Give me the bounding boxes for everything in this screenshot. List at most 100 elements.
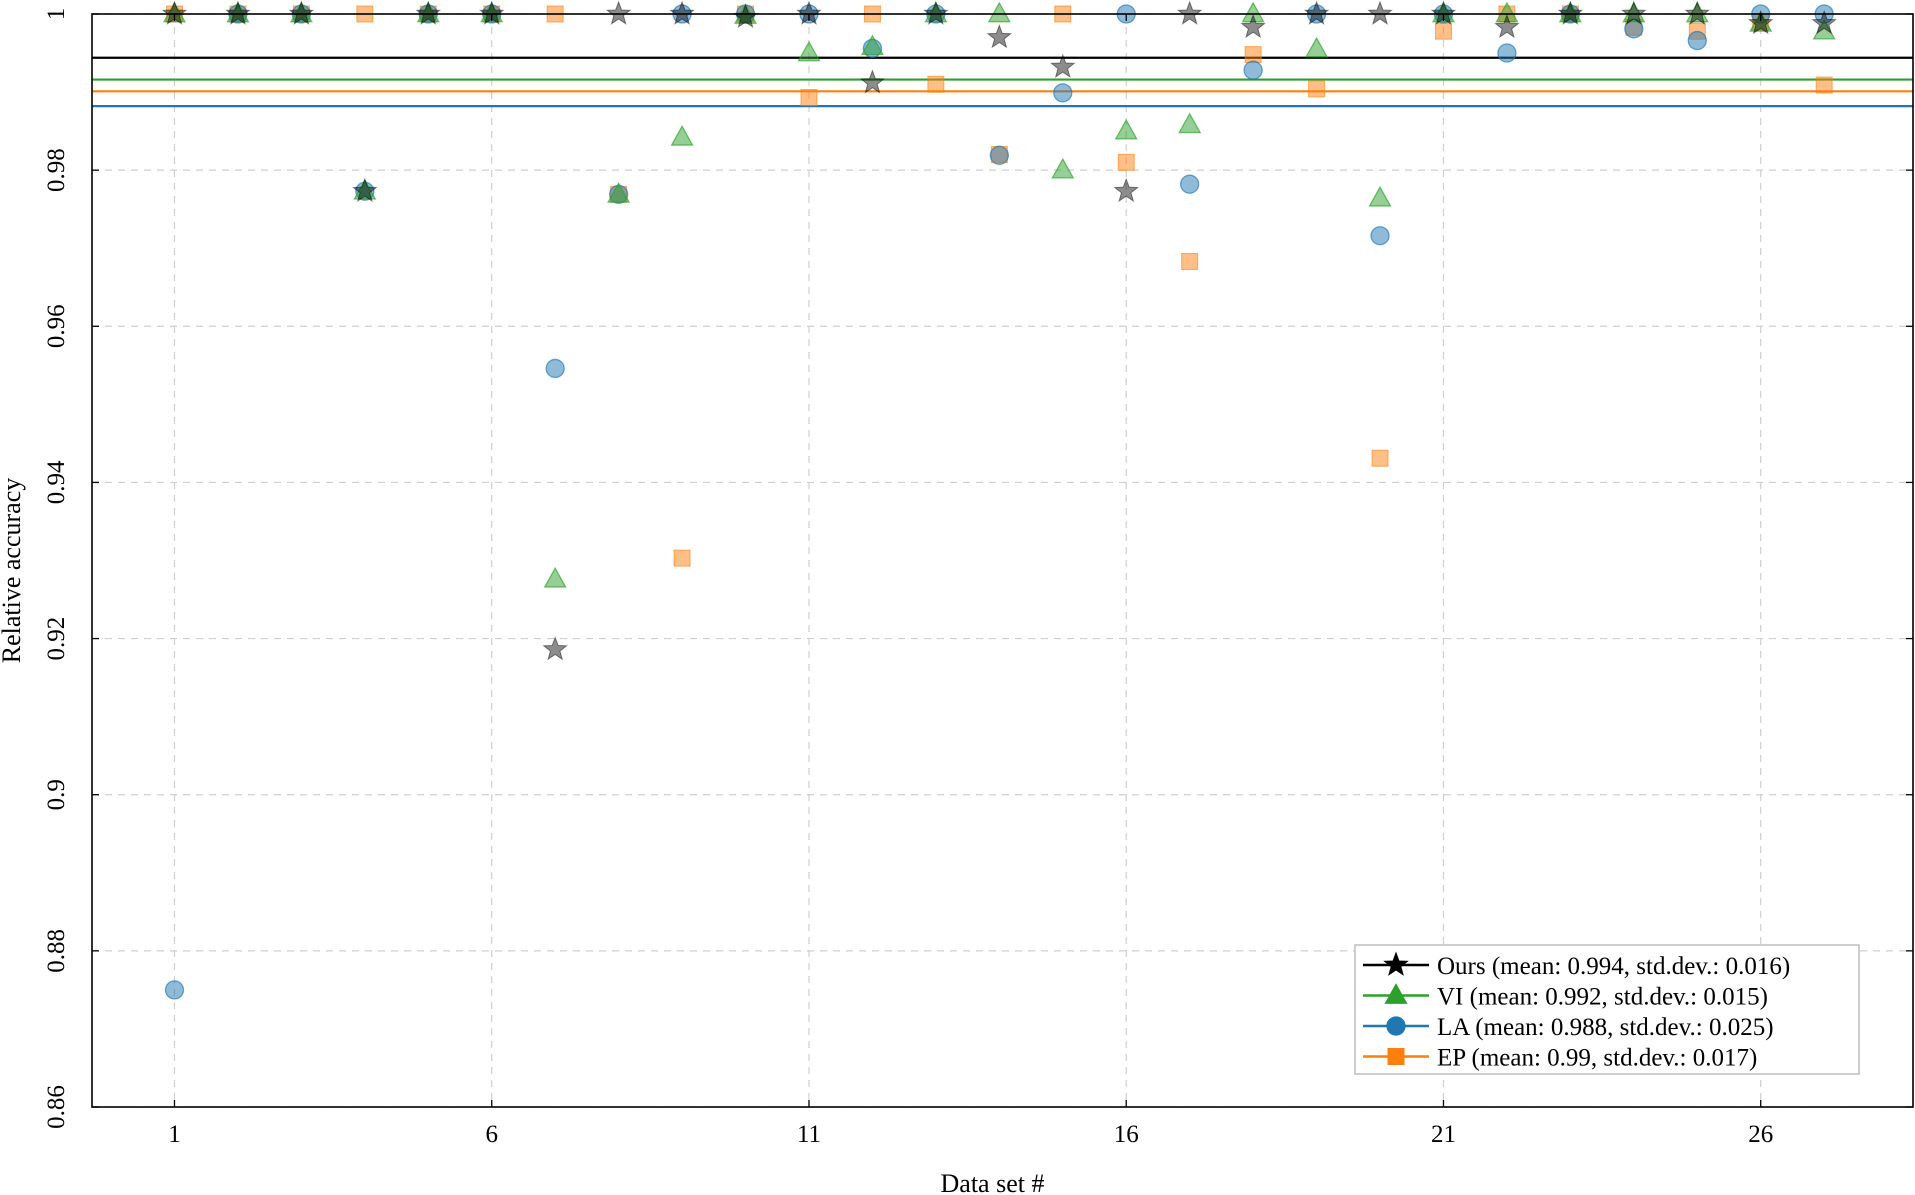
- data-point: [480, 1, 504, 23]
- data-point: [673, 549, 691, 567]
- legend-entry-la: LA (mean: 0.988, std.dev.: 0.025): [1363, 1014, 1774, 1041]
- data-point: [1685, 1, 1709, 23]
- data-point: [859, 69, 886, 94]
- data-point: [860, 34, 884, 56]
- data-point: [1117, 153, 1135, 171]
- legend-circle-marker: [1386, 1016, 1406, 1036]
- legend-marker-shape: [1383, 951, 1409, 976]
- x-axis-label: Data set #: [941, 1169, 1045, 1195]
- data-point: [416, 1, 440, 23]
- data-point: [1051, 157, 1075, 179]
- data-point: [162, 1, 187, 23]
- data-point: [1812, 18, 1836, 40]
- data-point: [1049, 53, 1076, 78]
- y-tick-label: 0.92: [43, 617, 70, 661]
- data-point: [1053, 83, 1073, 103]
- data-point: [226, 1, 250, 23]
- legend-entry-ep: EP (mean: 0.99, std.dev.: 0.017): [1363, 1045, 1757, 1072]
- legend-label-ep: EP (mean: 0.99, std.dev.: 0.017): [1437, 1045, 1757, 1072]
- y-tick-label: 0.86: [43, 1085, 70, 1129]
- data-point: [1495, 1, 1519, 23]
- legend-marker-shape: [1386, 1016, 1406, 1036]
- y-tick-label: 0.94: [43, 460, 70, 504]
- legend-marker-shape: [1387, 1048, 1405, 1065]
- data-point: [670, 125, 694, 146]
- mean-lines: [92, 56, 1913, 108]
- data-point: [164, 980, 185, 1000]
- legend-entry-ours: Ours (mean: 0.994, std.dev.: 0.016): [1363, 951, 1790, 980]
- data-point: [1815, 76, 1833, 94]
- legend-label-ours: Ours (mean: 0.994, std.dev.: 0.016): [1437, 953, 1790, 980]
- data-point: [1113, 177, 1140, 203]
- data-point: [543, 566, 567, 588]
- data-point: [1811, 9, 1837, 35]
- data-point: [1431, 1, 1456, 23]
- data-point: [225, 0, 251, 25]
- data-point: [1178, 112, 1202, 134]
- data-point: [1240, 13, 1266, 39]
- y-tick-label: 0.88: [43, 929, 70, 973]
- data-point: [1370, 226, 1390, 246]
- legend-triangle-marker: [1384, 983, 1408, 1004]
- y-tick-label: 0.9: [43, 779, 70, 810]
- data-point: [1684, 0, 1711, 25]
- data-point: [1243, 60, 1263, 80]
- data-point: [1180, 174, 1200, 194]
- y-tick-label: 0.96: [43, 304, 70, 348]
- data-point: [800, 89, 818, 107]
- y-tick-label: 1: [43, 8, 70, 21]
- data-point: [289, 1, 313, 23]
- data-point: [1558, 1, 1582, 23]
- data-point: [605, 0, 632, 25]
- data-point: [1244, 46, 1262, 64]
- data-point: [1497, 43, 1517, 63]
- legend-marker-shape: [1384, 983, 1408, 1004]
- legend-square-marker: [1387, 1048, 1405, 1065]
- data-point: [923, 0, 949, 25]
- data-point: [1749, 11, 1773, 32]
- data-point: [352, 177, 378, 203]
- data-point: [545, 358, 565, 379]
- x-tick-label: 6: [485, 1121, 498, 1148]
- legend-entry-vi: VI (mean: 0.992, std.dev.: 0.015): [1363, 983, 1768, 1011]
- data-point: [1434, 22, 1452, 40]
- data-point: [1371, 449, 1389, 467]
- y-axis-label: Relative accuracy: [0, 478, 26, 664]
- data-point: [353, 178, 377, 200]
- data-point: [1181, 252, 1199, 270]
- x-tick-label: 1: [168, 1121, 181, 1148]
- data-point: [989, 145, 1009, 165]
- data-point: [1622, 1, 1646, 23]
- data-point: [669, 0, 695, 25]
- data-point: [987, 1, 1011, 23]
- x-tick-label: 16: [1114, 1121, 1139, 1148]
- data-point: [1114, 118, 1138, 140]
- x-tick-label: 26: [1748, 1121, 1773, 1148]
- y-tick-label: 0.98: [43, 148, 70, 192]
- axis-ticks: 1 6 11 16 21 260.860.880.90.920.940.960.981: [43, 8, 1913, 1148]
- data-point: [927, 75, 945, 93]
- legend-box: [1354, 944, 1860, 1075]
- data-point: [415, 0, 442, 25]
- data-point: [1176, 0, 1203, 25]
- data-point: [1241, 1, 1265, 23]
- data-point: [1494, 13, 1520, 39]
- data-point: [1368, 185, 1392, 207]
- legend-label-vi: VI (mean: 0.992, std.dev.: 0.015): [1437, 984, 1768, 1011]
- data-point: [1747, 9, 1774, 35]
- plot-frame: [91, 13, 1914, 1108]
- x-tick-label: 21: [1431, 1121, 1456, 1148]
- grid-lines: [92, 13, 1913, 1108]
- legend-star-marker: [1383, 951, 1409, 976]
- data-point: [797, 40, 821, 62]
- data-point: [1367, 0, 1393, 25]
- x-tick-label: 11: [797, 1121, 821, 1148]
- data-point: [607, 182, 631, 203]
- data-point: [288, 0, 315, 25]
- data-point: [1305, 36, 1329, 58]
- data-point: [542, 636, 568, 661]
- data-point: [1687, 30, 1707, 51]
- legend-label-la: LA (mean: 0.988, std.dev.: 0.025): [1437, 1014, 1774, 1041]
- data-point: [1303, 0, 1330, 25]
